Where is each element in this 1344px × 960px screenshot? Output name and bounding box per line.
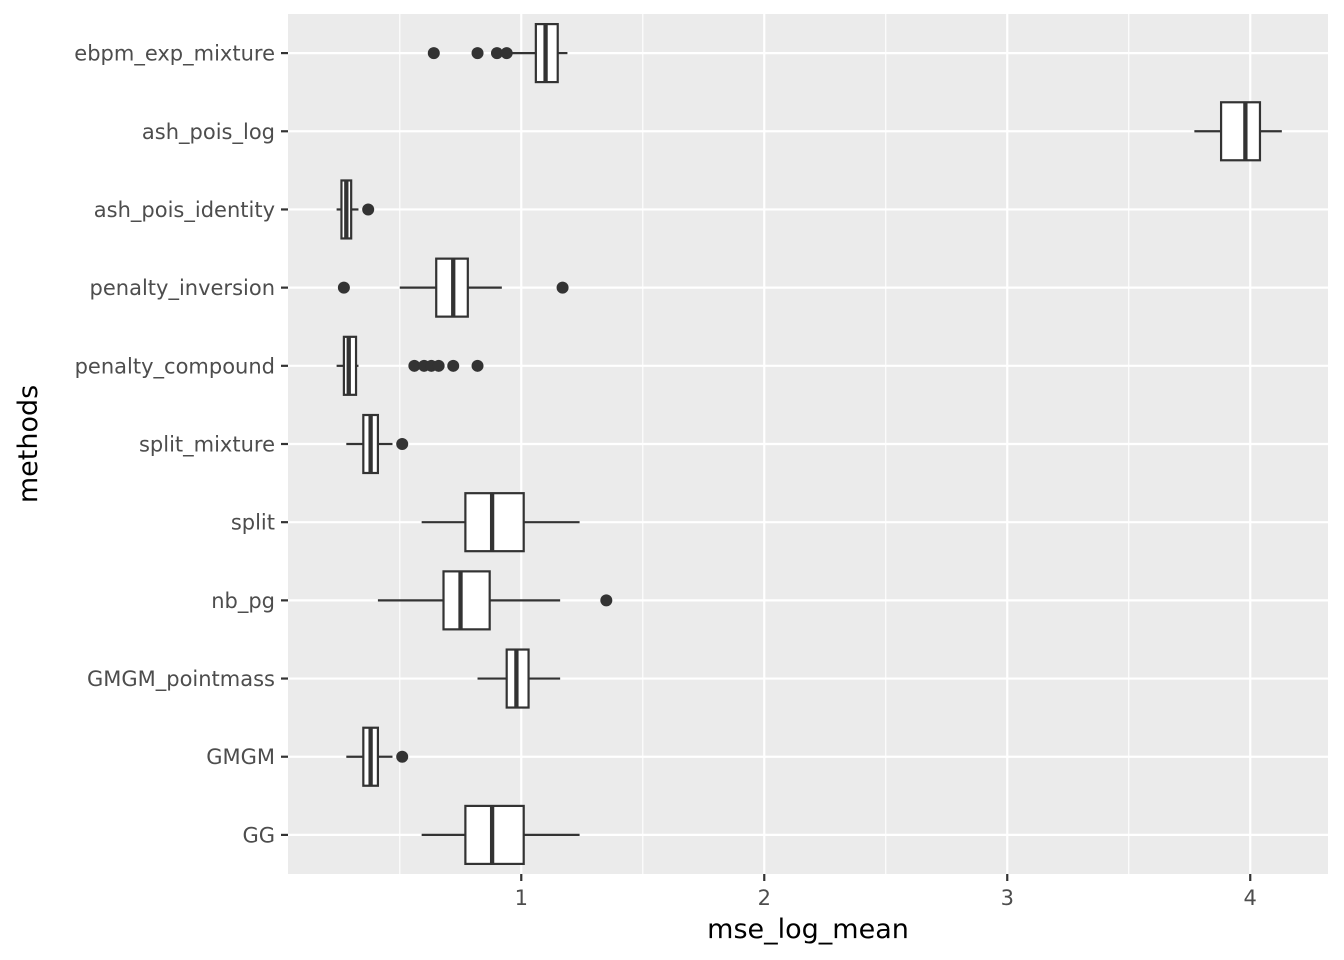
iqr-box — [464, 804, 525, 866]
outlier-point — [556, 281, 569, 294]
y-axis-title: methods — [13, 385, 44, 503]
x-tick-label: 4 — [1244, 886, 1257, 910]
y-tick-label: ebpm_exp_mixture — [74, 42, 275, 67]
y-tick-label: nb_pg — [211, 589, 275, 614]
x-axis-title: mse_log_mean — [707, 914, 909, 945]
y-tick-label: GMGM — [206, 745, 275, 769]
box-GG — [421, 804, 580, 866]
y-tick-label: GMGM_pointmass — [87, 667, 275, 692]
x-tick-label: 2 — [758, 886, 771, 910]
iqr-box — [464, 492, 525, 553]
box-nb_pg — [377, 570, 613, 631]
y-tick-label: penalty_compound — [75, 354, 275, 379]
y-axis: ebpm_exp_mixture ash_pois_log ash_pois_ide… — [74, 42, 288, 847]
outlier-point — [471, 359, 484, 372]
outlier-point — [362, 203, 375, 216]
outlier-point — [337, 281, 350, 294]
y-tick-label: ash_pois_log — [142, 120, 275, 145]
box-split_mixture — [346, 413, 409, 475]
y-tick-label: split_mixture — [139, 433, 275, 458]
box-penalty_inversion — [337, 257, 569, 318]
y-tick-label: GG — [242, 823, 275, 847]
outlier-point — [408, 359, 421, 372]
box-ebpm_exp_mixture — [427, 22, 568, 84]
x-tick-label: 1 — [515, 886, 528, 910]
outlier-point — [396, 750, 409, 763]
outlier-point — [490, 47, 503, 60]
box-penalty_compound — [336, 335, 484, 396]
outlier-point — [447, 359, 460, 372]
x-tick-label: 3 — [1001, 886, 1014, 910]
y-tick-label: ash_pois_identity — [94, 198, 275, 223]
box-GMGM_pointmass — [477, 648, 561, 709]
outlier-point — [396, 438, 409, 450]
boxes — [336, 22, 1282, 866]
box-ash_pois_identity — [336, 179, 375, 240]
outlier-point — [500, 47, 513, 60]
y-tick-label: penalty_inversion — [90, 276, 275, 301]
outlier-point — [471, 47, 484, 60]
iqr-box — [1219, 101, 1262, 162]
iqr-box — [442, 570, 491, 631]
x-axis: 1 2 3 4 — [515, 874, 1257, 910]
box-ash_pois_log — [1194, 101, 1282, 162]
y-tick-label: split — [231, 511, 275, 535]
outlier-point — [432, 359, 445, 372]
box-split — [421, 492, 580, 553]
box-GMGM — [346, 726, 409, 787]
outlier-point — [427, 47, 440, 60]
outlier-point — [600, 594, 613, 607]
